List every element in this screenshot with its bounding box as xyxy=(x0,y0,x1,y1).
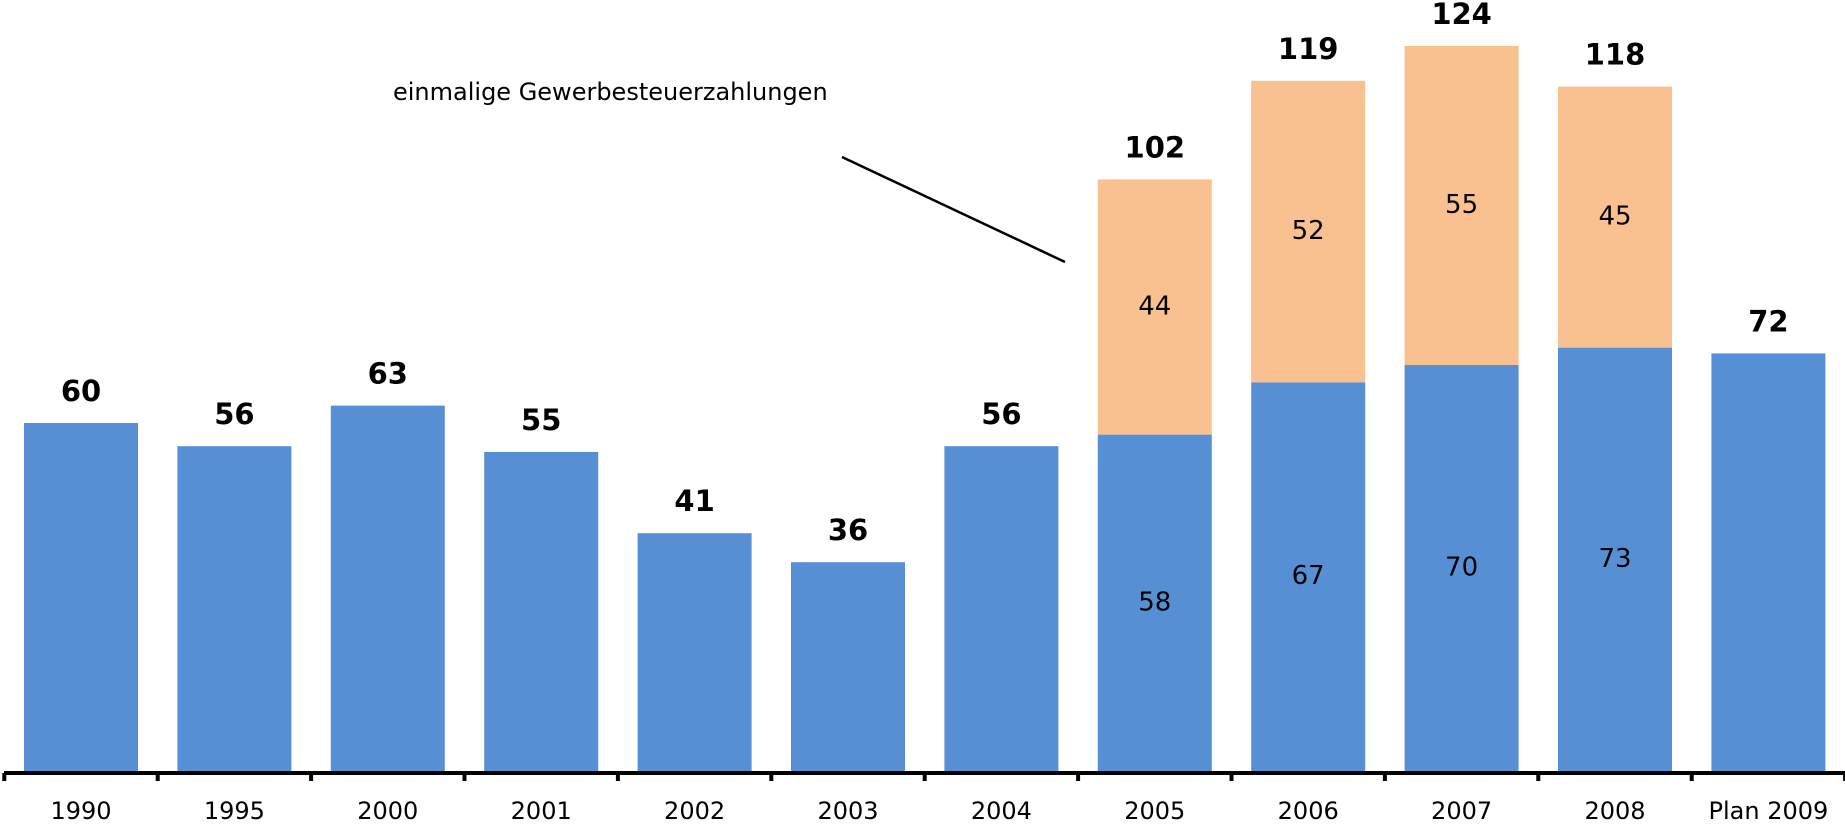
bar-segment xyxy=(24,423,138,771)
bar-segment xyxy=(791,562,905,771)
bar-segment xyxy=(484,452,599,771)
bar-segment xyxy=(330,405,445,771)
bar-segment xyxy=(944,446,1059,771)
x-tick-label: Plan 2009 xyxy=(1709,797,1829,825)
bar-segment xyxy=(1711,353,1826,771)
segment-label: 45 xyxy=(1598,202,1631,232)
bar-segment xyxy=(1404,365,1519,771)
total-label: 55 xyxy=(521,403,561,437)
bar-segment xyxy=(1558,86,1672,348)
x-tick-label: 2005 xyxy=(1124,797,1185,825)
segment-label: 55 xyxy=(1445,190,1478,220)
bar-segment xyxy=(1251,80,1366,383)
segment-label: 52 xyxy=(1292,216,1325,246)
total-label: 124 xyxy=(1431,0,1492,31)
total-label: 56 xyxy=(981,397,1021,431)
bar-segment xyxy=(1097,179,1212,435)
total-label: 119 xyxy=(1278,32,1339,66)
x-tick-label: 2003 xyxy=(817,797,878,825)
bar-segment xyxy=(1404,46,1519,365)
x-tick-label: 2008 xyxy=(1584,797,1645,825)
annotation: einmalige Gewerbesteuerzahlungen xyxy=(393,78,828,106)
x-tick-label: 2004 xyxy=(971,797,1032,825)
total-label: 56 xyxy=(214,397,254,431)
segment-label: 58 xyxy=(1138,587,1171,617)
bar-segment xyxy=(177,446,292,771)
bar-segment xyxy=(1558,347,1672,771)
segment-label: 44 xyxy=(1138,292,1171,322)
segment-label: 67 xyxy=(1292,561,1325,591)
x-tick-label: 2002 xyxy=(664,797,725,825)
annotation-line xyxy=(841,155,1066,264)
x-tick-label: 2000 xyxy=(357,797,418,825)
total-label: 36 xyxy=(828,513,868,547)
total-label: 60 xyxy=(61,374,101,408)
total-label: 41 xyxy=(674,484,714,518)
segment-label: 70 xyxy=(1445,553,1478,583)
bar-segment xyxy=(1097,434,1212,771)
bar-segment xyxy=(1251,382,1366,771)
total-label: 72 xyxy=(1748,304,1788,338)
x-tick-label: 2001 xyxy=(511,797,572,825)
total-label: 102 xyxy=(1125,130,1186,164)
bar-segment xyxy=(637,533,752,771)
total-label: 63 xyxy=(368,357,408,391)
x-tick-label: 1995 xyxy=(204,797,265,825)
x-tick-label: 2006 xyxy=(1278,797,1339,825)
x-tick-label: 1990 xyxy=(50,797,111,825)
segment-label: 73 xyxy=(1598,544,1631,574)
x-tick-label: 2007 xyxy=(1431,797,1492,825)
total-label: 118 xyxy=(1585,38,1646,72)
